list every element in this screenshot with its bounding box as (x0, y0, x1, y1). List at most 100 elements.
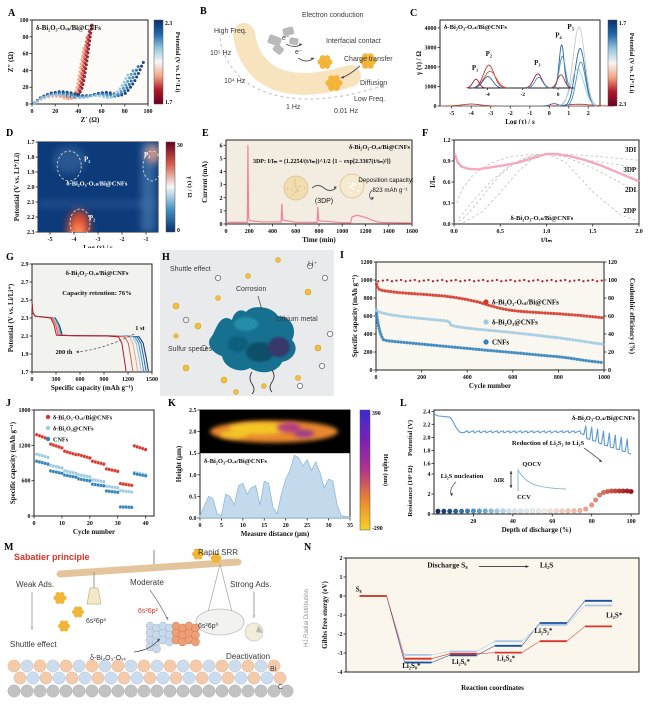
label-bi-atom: Bi (270, 666, 276, 673)
panel-f-chart: 0.0 0.5 1.0 1.5 2.0 0.0 0.3 0.6 0.9 1.2 t/tₘ I/Iₘ 3D… (420, 126, 647, 248)
chart-text: -4 (469, 111, 474, 117)
chart-text: 2 (587, 111, 590, 117)
chart-text: 390 (372, 411, 381, 417)
chart-text: 2.5 (189, 408, 197, 414)
panel-l-dod: L 20 40 60 80 100 2.4 2.2 2.0 1.8 1.6 4 2 0 Depth of … (398, 398, 647, 540)
chart-text: 2.2 (27, 215, 35, 221)
chart-text: 2.0 (27, 185, 35, 191)
chart-text: 900 (100, 377, 109, 383)
chart-text: 60 (99, 109, 105, 115)
label-strong-ads: Strong Ads. (230, 580, 271, 589)
chart-text: -2 (520, 92, 525, 98)
chart-text: 6 (220, 143, 223, 149)
chart-text: Li₂S₂* (534, 627, 553, 635)
label-hz-1e5: 10⁵ Hz (210, 50, 231, 57)
chart-text: 2.3 (21, 316, 29, 322)
figure-canvas: A 0 20 40 60 80 100 0 20 40 60 80 100 Z′ (Ω) Z″ (Ω) δ-… (0, 0, 649, 704)
chart-text: 2.3 (619, 102, 626, 108)
label-moderate: Moderate (130, 578, 164, 587)
panel-b-label: B (200, 6, 207, 17)
chart-text: 20 (283, 523, 289, 529)
label-hz-1: 1 Hz (286, 104, 300, 111)
chart-text: CNFs (492, 339, 509, 347)
chart-text: 120 (608, 260, 617, 266)
panel-g-label: G (6, 252, 14, 263)
chart-text: 2 (340, 556, 343, 562)
chart-text: 0.0 (189, 516, 197, 522)
chart-text: 40 (75, 109, 81, 115)
panel-a-chart: 0 20 40 60 80 100020406080100Z′ (Ω)Z″ (Ω)δ-Bi… (2, 4, 194, 124)
chart-text: -2 (508, 111, 513, 117)
chart-text: Potential (V vs. Li⁺/Li) (628, 33, 635, 94)
panel-i-chart: 0 200 400 600 800 1000020040060080010001200Cy… (336, 250, 647, 396)
chart-text: Time (min) (302, 236, 336, 244)
chart-text: 1000 (361, 278, 373, 284)
chart-text: 20 (23, 85, 29, 91)
label-weak-ads: Weak Ads. (16, 580, 54, 589)
chart-text: -2 (120, 237, 125, 243)
chart-text: 0 (199, 523, 202, 529)
label-electron-2: e⁻ (295, 48, 303, 56)
panel-a-nyquist: A 0 20 40 60 80 100 0 20 40 60 80 100 Z′ (Ω) Z″ (Ω) δ-… (2, 4, 194, 124)
chart-text: -290 (372, 526, 383, 532)
chart-text: 2.0 (189, 430, 197, 436)
chart-text: 2.1 (27, 200, 35, 206)
chart-text: Resistance (10³ Ω) (407, 465, 414, 516)
panel-i-cycling: I 0 200 400 600 800 1000 0 200 400 600 800 1000 1200… (336, 250, 647, 396)
chart-text: δ-Bi₂O₃-Oᵥₛ/Bi@CNFs (36, 25, 101, 32)
chart-text: 600 (508, 375, 517, 381)
chart-text: 60 (23, 52, 29, 58)
chart-text: δ-Bi₂O₃-Oᵥₛ/Bi@CNFs (572, 415, 635, 422)
chart-text: 200 th (56, 349, 73, 356)
label-electron-1: e⁻ (282, 34, 290, 42)
chart-text: 20 (470, 519, 476, 525)
chart-text: 2.0 (635, 229, 643, 235)
chart-text: -1 (338, 613, 343, 619)
panel-n-chart: -4 -3 -2 -1 0 1 2 Reaction coordinates Gibbs fre… (298, 542, 647, 702)
chart-text: 1.9 (21, 352, 29, 358)
panel-i-label: I (340, 250, 344, 261)
panel-g-chart: 0 300 600 900 1200 1500 1.7 1.9 2.1 2.3 2.5 2.7 2.9 S… (2, 250, 158, 396)
chart-text: 1600 (406, 229, 418, 235)
chart-text: Potential (V) (407, 420, 414, 456)
chart-text: 0 (28, 514, 31, 520)
label-electron-conduction: Electron conduction (302, 12, 363, 19)
label-sabatier-principle: Sabatier principle (14, 552, 90, 562)
label-config-6s26p3: 6s²6p³ (86, 618, 106, 625)
chart-text: HJ Radial Distribution (304, 589, 310, 647)
chart-text: -3 (338, 651, 343, 657)
chart-text: 0 (31, 377, 34, 383)
chart-text: δ-Bi₂O₃-Oᵥₛ/Bi@CNFs (444, 24, 507, 31)
chart-text: 1.5 (589, 229, 597, 235)
panel-d-label: D (6, 128, 13, 139)
chart-text: 5 (220, 156, 223, 162)
chart-text: 80 (608, 296, 614, 302)
label-carbon: C (278, 684, 283, 691)
chart-text: S₈ (356, 585, 362, 593)
panel-n-gibbs-energy: N -4 -3 -2 -1 0 1 2 Reaction coordinates Gibbs f… (298, 542, 647, 702)
chart-text: Z′ (Ω) (81, 116, 100, 124)
label-config-6s26p0: 6s²6p⁰ (198, 622, 218, 630)
chart-text: Li₂S (540, 561, 554, 570)
chart-text: 10 (59, 521, 65, 527)
chart-text: 2.1 (21, 334, 29, 340)
chart-text: 1500 (146, 377, 158, 383)
panel-f-label: F (422, 128, 428, 139)
label-config-6s26p2: 6s²6p² (138, 608, 158, 615)
label-hz-1e4: 10⁴ Hz (224, 78, 245, 85)
chart-text: ΔIR (494, 477, 505, 484)
panel-k-label: K (168, 398, 176, 409)
chart-text: γ (τ) / Ω (415, 51, 423, 76)
panel-n-label: N (304, 542, 311, 553)
panel-d-chart: -5 -4 -3 -2 -11.71.81.92.02.12.22.3Log (τ) /… (2, 126, 198, 248)
chart-text: Height (μm) (175, 445, 183, 482)
label-hz-0p01: 0.01 Hz (334, 108, 358, 115)
chart-text: P₄ (555, 32, 562, 40)
chart-text: P₁ (472, 64, 478, 72)
chart-text: 2DP (623, 207, 637, 215)
panel-k-height-profile: K 0 5 10 15 20 25 30 35 0.0 0.5 1.0 1.5 2.0 2.5 Measur… (164, 398, 396, 540)
chart-text: 200 (245, 229, 254, 235)
chart-text: Li₂S₄* (497, 655, 516, 663)
panel-d-heatmap: D -5 -4 -3 -2 -1 1.7 1.8 1.9 2.0 2.1 2.2 2.3 Log (τ)… (2, 126, 198, 248)
chart-text: 80 (122, 109, 128, 115)
